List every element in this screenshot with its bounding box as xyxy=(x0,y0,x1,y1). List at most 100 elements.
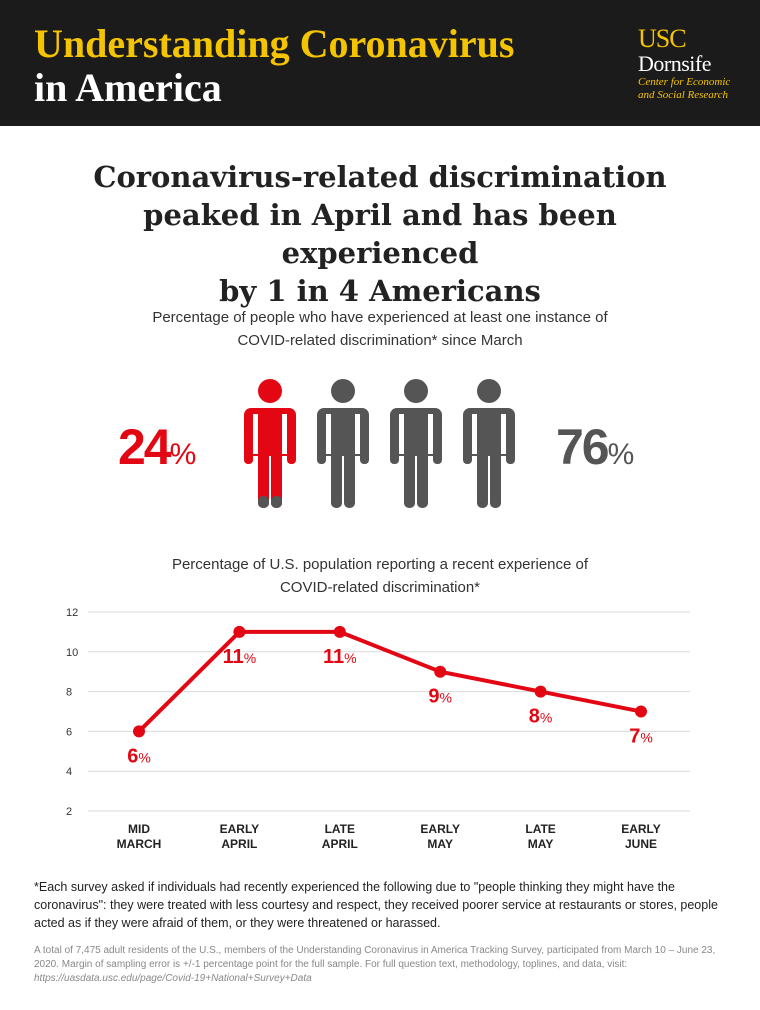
data-point xyxy=(333,625,346,638)
person-left-arm xyxy=(244,422,253,464)
x-tick-label: APRIL xyxy=(322,837,358,851)
x-tick-label: LATE xyxy=(325,822,355,836)
report-title-line1: Understanding Coronavirus xyxy=(34,21,515,66)
chart-subtitle-line2: COVID-related discrimination* xyxy=(279,579,481,596)
logo-subtitle-line1: Center for Economic xyxy=(638,76,731,88)
headline-line3: by 1 in 4 Americans xyxy=(219,274,541,308)
person-left-leg xyxy=(477,438,488,508)
report-title: Understanding Coronavirus in America xyxy=(34,22,514,110)
headline: Coronavirus-related discrimination peake… xyxy=(40,158,720,310)
person-right-leg xyxy=(490,438,501,508)
data-label: 7% xyxy=(629,726,653,748)
data-point xyxy=(434,665,447,678)
leg-gap xyxy=(488,458,490,510)
x-tick-label: APRIL xyxy=(221,837,257,851)
data-label: 9% xyxy=(428,686,452,708)
person-left-arm xyxy=(390,422,399,464)
people-pictogram xyxy=(244,379,515,510)
person-icon xyxy=(317,379,369,510)
person-left-leg xyxy=(258,438,269,508)
arm-gap-right xyxy=(428,414,433,454)
person-icon xyxy=(390,379,442,510)
leg-gap xyxy=(342,458,344,510)
x-tick-label: LATE xyxy=(525,822,555,836)
data-label-percent-symbol: % xyxy=(138,749,150,765)
usc-dornsife-logo: USC Dornsife Center for Economic and Soc… xyxy=(638,26,748,102)
discrimination-line-chart: 24681012MIDMARCHEARLYAPRILLATEAPRILEARLY… xyxy=(66,607,690,851)
person-right-arm xyxy=(287,422,296,464)
logo-subtitle-line2: and Social Research xyxy=(638,89,729,101)
report-title-line2: in America xyxy=(34,65,222,110)
person-left-leg xyxy=(331,438,342,508)
series-line xyxy=(137,629,642,733)
x-tick-label: MARCH xyxy=(117,837,162,851)
headline-line2: peaked in April and has been experienced xyxy=(143,198,617,270)
person-left-leg xyxy=(404,438,415,508)
data-label: 11% xyxy=(323,646,357,668)
footnote: *Each survey asked if individuals had re… xyxy=(34,880,718,930)
logo-dornsife: Dornsife xyxy=(638,51,711,76)
not-experienced-percent-symbol: % xyxy=(607,438,635,471)
x-tick-label: MAY xyxy=(528,837,554,851)
data-label-percent-symbol: % xyxy=(640,730,652,746)
person-left-arm xyxy=(317,422,326,464)
data-url: https://uasdata.usc.edu/page/Covid-19+Na… xyxy=(34,973,312,984)
logo-usc: USC xyxy=(638,24,687,53)
person-right-arm xyxy=(360,422,369,464)
person-head xyxy=(404,379,428,403)
y-tick-label: 4 xyxy=(66,766,72,778)
x-tick-label: EARLY xyxy=(621,822,661,836)
arm-gap-left xyxy=(253,414,258,454)
headline-line1: Coronavirus-related discrimination xyxy=(93,160,667,194)
person-head xyxy=(477,379,501,403)
arm-gap-right xyxy=(501,414,506,454)
data-label: 6% xyxy=(127,745,151,767)
not-experienced-value: 76 xyxy=(556,419,610,475)
pictogram-subtitle-line1: Percentage of people who have experience… xyxy=(152,309,608,326)
header-banner: Understanding Coronavirus in America USC… xyxy=(0,0,760,126)
data-label-percent-symbol: % xyxy=(244,650,256,666)
person-right-leg xyxy=(271,438,282,508)
chart-subtitle-line1: Percentage of U.S. population reporting … xyxy=(171,556,589,573)
arm-gap-right xyxy=(355,414,360,454)
y-tick-label: 8 xyxy=(66,687,72,699)
leg-gap xyxy=(415,458,417,510)
x-tick-label: EARLY xyxy=(220,822,260,836)
arm-gap-left xyxy=(399,414,404,454)
person-right-arm xyxy=(433,422,442,464)
data-label-percent-symbol: % xyxy=(344,650,356,666)
person-right-leg xyxy=(417,438,428,508)
not-experienced-percentage: 76% xyxy=(556,420,676,474)
fine-print: A total of 7,475 adult residents of the … xyxy=(34,944,734,986)
person-right-foot xyxy=(271,496,282,508)
x-tick-label: MAY xyxy=(427,837,453,851)
experienced-value: 24 xyxy=(118,419,172,475)
data-label: 11% xyxy=(223,646,257,668)
leg-gap xyxy=(269,458,271,510)
y-tick-label: 2 xyxy=(66,806,72,818)
experienced-percentage: 24% xyxy=(118,420,238,474)
person-left-foot xyxy=(258,496,269,508)
y-tick-label: 6 xyxy=(66,726,72,738)
data-point xyxy=(534,685,547,698)
pictogram-subtitle-line2: COVID-related discrimination* since Marc… xyxy=(237,332,523,349)
y-tick-label: 12 xyxy=(66,607,78,619)
person-right-arm xyxy=(506,422,515,464)
chart-subtitle: Percentage of U.S. population reporting … xyxy=(100,553,660,599)
data-label: 8% xyxy=(529,706,553,728)
person-head xyxy=(331,379,355,403)
data-label-percent-symbol: % xyxy=(540,710,552,726)
x-tick-label: MID xyxy=(128,822,150,836)
y-tick-label: 10 xyxy=(66,647,78,659)
experienced-percent-symbol: % xyxy=(169,438,197,471)
pictogram-subtitle: Percentage of people who have experience… xyxy=(80,306,680,352)
arm-gap-left xyxy=(472,414,477,454)
x-tick-label: EARLY xyxy=(420,822,460,836)
arm-gap-right xyxy=(282,414,287,454)
fine-print-text: A total of 7,475 adult residents of the … xyxy=(34,945,716,970)
person-icon-highlighted xyxy=(244,379,296,510)
person-left-arm xyxy=(463,422,472,464)
data-point xyxy=(233,625,246,638)
person-head xyxy=(258,379,282,403)
data-point xyxy=(635,705,647,718)
